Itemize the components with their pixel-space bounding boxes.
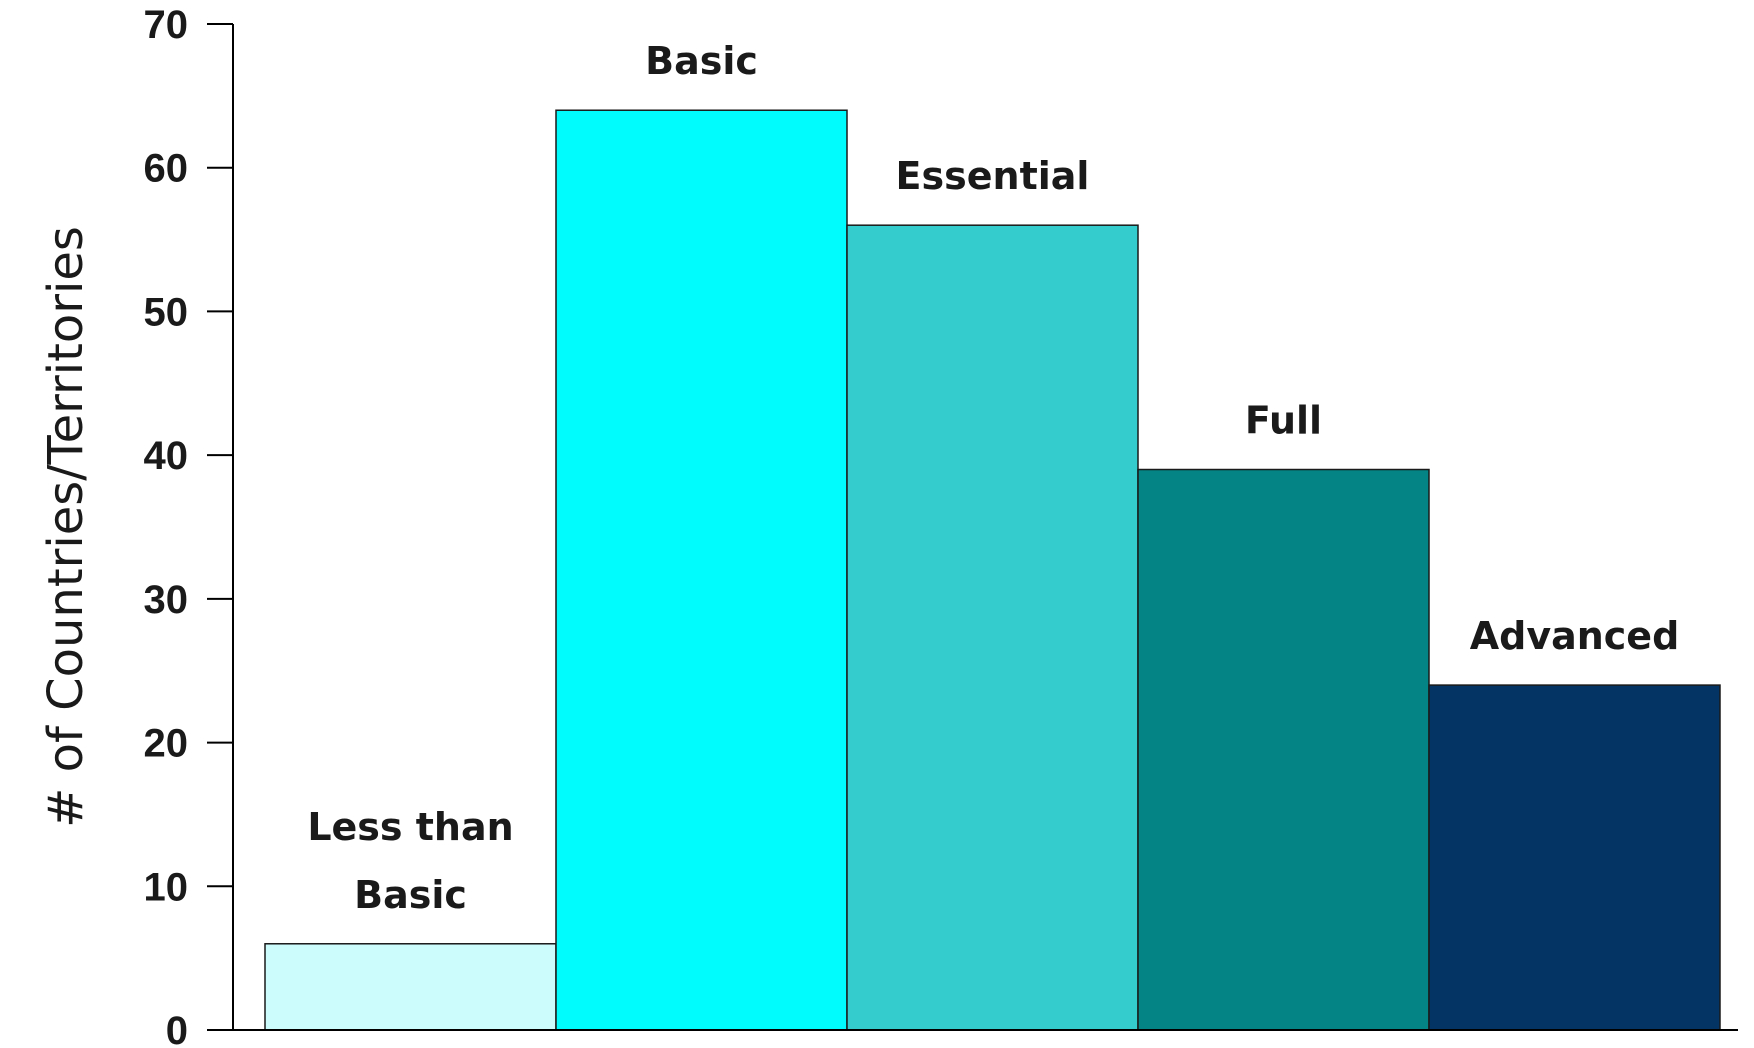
- y-tick-label: 10: [144, 865, 189, 909]
- bars: [264, 109, 1721, 1031]
- axes: [232, 24, 1738, 1031]
- bar-advanced: [1428, 684, 1721, 1031]
- y-tick-label: 40: [144, 434, 189, 478]
- y-tick-label: 20: [144, 722, 189, 766]
- bar-category-label: Essential: [896, 154, 1090, 198]
- y-axis-title-group: # of Countries/Territories: [38, 226, 94, 828]
- bar-labels: Less than Basic Basic Essential Full Advanced: [307, 39, 1679, 917]
- y-axis-title: # of Countries/Territories: [38, 226, 94, 828]
- y-axis-ticks: 0 10 20 30 40 50 60 70: [144, 3, 233, 1048]
- y-tick-label: 30: [144, 578, 189, 622]
- y-tick-label: 60: [144, 147, 189, 191]
- bar-full: [1137, 468, 1430, 1031]
- bar-essential: [846, 224, 1139, 1031]
- bar-category-label: Basic: [354, 873, 467, 917]
- y-tick-label: 70: [144, 3, 189, 47]
- bar-category-label: Full: [1245, 399, 1322, 443]
- bar-category-label: Advanced: [1470, 614, 1680, 658]
- y-tick-label: 50: [144, 290, 189, 334]
- bar-category-label: Less than: [307, 805, 513, 849]
- y-tick-label: 0: [166, 1009, 188, 1048]
- bar-less-than-basic: [264, 943, 557, 1031]
- bar-basic: [555, 109, 848, 1031]
- bar-category-label: Basic: [645, 39, 758, 83]
